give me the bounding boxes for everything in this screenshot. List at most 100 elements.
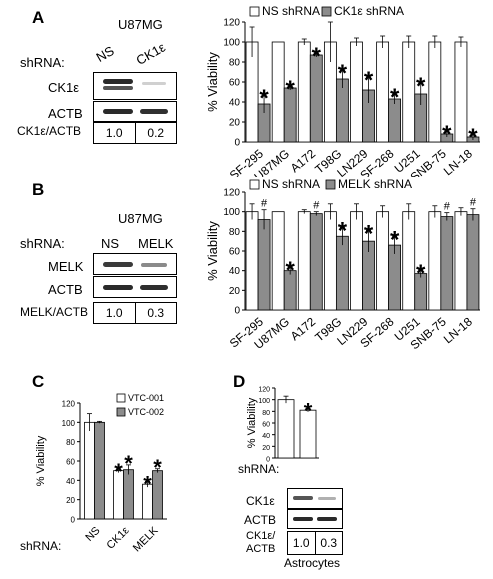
significance-marker: * <box>416 73 426 100</box>
x-tick-label: A172 <box>288 146 319 175</box>
panel-b-cell-line: U87MG <box>118 211 163 226</box>
legend-label-1: VTC-002 <box>128 407 164 417</box>
x-tick-label: A172 <box>288 314 319 343</box>
significance-marker: # <box>444 201 451 213</box>
y-tick-label: 100 <box>223 207 240 218</box>
panel-a-ratio-label: CK1ε/ACTB <box>17 124 82 138</box>
bar-b-1-8 <box>466 214 480 311</box>
significance-marker: * <box>143 471 152 496</box>
panel-d-ratio-label-1: CK1ε/ <box>246 530 276 542</box>
significance-marker: * <box>442 121 452 148</box>
bar-a-0-6 <box>402 41 416 143</box>
bar-b-0-6 <box>402 211 416 311</box>
significance-marker: * <box>364 67 374 94</box>
panel-b-melk-blot <box>93 253 177 275</box>
y-tick-label: 80 <box>262 410 270 417</box>
legend-label-0: NS shRNA <box>262 178 320 191</box>
panel-d-ratio-label-2: ACTB <box>246 543 276 555</box>
y-tick-label: 120 <box>223 18 240 29</box>
panel-c-label: C <box>32 372 45 391</box>
legend-swatch-0 <box>116 393 126 403</box>
panel-b-ratio-ns: 1.0 <box>105 306 123 320</box>
bar-d-0-0 <box>277 399 295 459</box>
bar-b-0-8 <box>454 211 468 311</box>
bar-b-0-7 <box>428 211 442 311</box>
panel-d-label: D <box>233 372 246 391</box>
y-tick-label: 100 <box>62 419 76 428</box>
y-tick-label: 0 <box>71 516 76 525</box>
panel-a-ratio-table: 1.0 0.2 <box>93 122 177 144</box>
panel-d-ck1e-blot <box>287 488 343 509</box>
x-tick-label: LN-18 <box>441 314 475 346</box>
y-tick-label: 60 <box>262 422 270 429</box>
bar-a-0-4 <box>350 41 363 143</box>
panel-d-blot-label-actb: ACTB <box>244 513 277 527</box>
legend-swatch-1 <box>325 179 336 190</box>
bar-c-0-0 <box>84 421 95 520</box>
x-axis-title: shRNA: <box>20 539 61 553</box>
bar-a-1-3 <box>335 78 349 143</box>
panel-b-ratio-label: MELK/ACTB <box>20 305 89 319</box>
bar-c-1-1 <box>123 469 134 520</box>
significance-marker: * <box>153 455 162 480</box>
x-tick-label: NS <box>83 525 102 544</box>
bar-a-0-2 <box>297 41 311 143</box>
significance-marker: * <box>338 218 348 245</box>
y-tick-label: 0 <box>266 457 270 464</box>
significance-marker: * <box>304 399 313 424</box>
y-tick-label: 120 <box>223 188 240 199</box>
significance-marker: * <box>259 85 269 112</box>
y-tick-label: 0 <box>234 138 240 149</box>
legend-swatch-1 <box>321 6 332 17</box>
significance-marker: * <box>390 84 400 111</box>
significance-marker: # <box>470 197 477 209</box>
y-tick-label: 100 <box>258 398 270 405</box>
y-axis-label: % Viability <box>246 397 258 448</box>
bar-a-0-8 <box>454 41 468 143</box>
bar-b-1-3 <box>335 235 349 311</box>
panel-b-blot-label-melk: MELK <box>48 259 84 274</box>
y-tick-label: 60 <box>229 247 241 258</box>
bar-b-0-0 <box>245 211 259 311</box>
panel-b-lane-ns: NS <box>101 236 120 251</box>
bar-b-0-4 <box>350 211 363 311</box>
panel-d-blot-label-ck1e: CK1ε <box>246 494 275 508</box>
panel-a-ck1e-blot <box>93 72 177 100</box>
significance-marker: * <box>468 124 478 151</box>
panel-b-ratio-kd: 0.3 <box>134 303 177 323</box>
panel-d-ratio-ns: 1.0 <box>292 536 310 550</box>
significance-marker: * <box>390 226 400 253</box>
y-axis-label: % Viability <box>205 52 220 112</box>
y-axis-label: % Viability <box>35 435 47 486</box>
y-tick-label: 80 <box>229 227 241 238</box>
panel-d-ratio-table: 1.0 0.3 <box>287 531 343 555</box>
legend-swatch-0 <box>249 6 260 17</box>
panel-a-blot-label-ck1e: CK1ε <box>48 80 80 95</box>
bar-b-1-2 <box>309 213 323 311</box>
bar-b-0-5 <box>376 211 390 311</box>
panel-b-actb-blot <box>93 276 177 298</box>
x-tick-label: CK1ε <box>105 525 132 552</box>
significance-marker: * <box>285 76 295 103</box>
significance-marker: * <box>124 451 133 476</box>
panel-a-label: A <box>32 8 45 27</box>
y-tick-label: 120 <box>62 400 76 409</box>
significance-marker: * <box>285 257 295 284</box>
panel-a-cell-line: U87MG <box>118 17 163 32</box>
significance-marker: # <box>261 198 268 210</box>
panel-b-label: B <box>32 180 45 199</box>
panel-b-ratio-table: 1.0 0.3 <box>93 302 177 324</box>
bar-a-0-1 <box>271 41 285 143</box>
panel-d-shrna-label: shRNA: <box>238 462 280 476</box>
bar-c-1-0 <box>94 421 105 520</box>
panel-a-ratio-ns: 1.0 <box>105 126 123 140</box>
legend-swatch-0 <box>249 179 260 190</box>
panel-b-shrna-label: shRNA: <box>20 236 65 251</box>
y-tick-label: 20 <box>262 445 270 452</box>
panel-d-ratio-kd: 0.3 <box>314 532 343 554</box>
significance-marker: * <box>416 260 426 287</box>
